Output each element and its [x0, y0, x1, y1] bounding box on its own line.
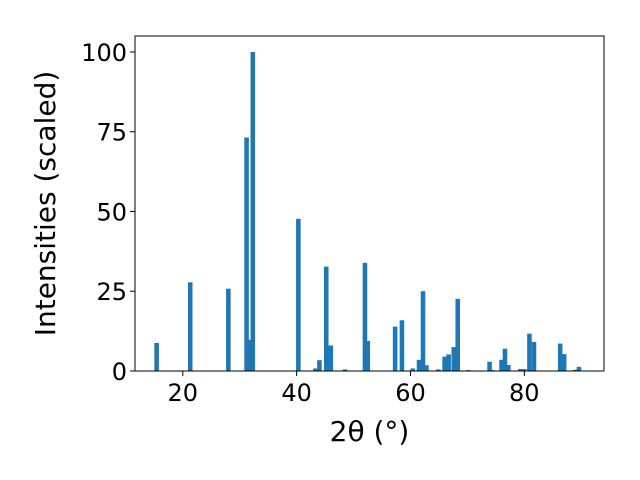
- x-axis-ticks: 20 40 60 80: [168, 371, 540, 407]
- bar: [502, 348, 508, 371]
- y-axis-ticks: 0 25 50 75 100: [81, 39, 135, 386]
- bar: [557, 343, 563, 371]
- bar: [154, 342, 159, 371]
- y-tick-label: 100: [81, 39, 127, 67]
- y-axis-label: Intensities (scaled): [29, 71, 62, 337]
- bar: [296, 218, 301, 371]
- bar: [392, 326, 398, 371]
- bar: [527, 333, 532, 371]
- bar: [518, 369, 523, 371]
- bar: [362, 262, 368, 371]
- x-axis-label: 2θ (°): [330, 415, 410, 448]
- bar: [436, 369, 441, 371]
- bar: [561, 354, 567, 371]
- bar: [323, 266, 329, 371]
- bar: [317, 360, 322, 371]
- bar: [499, 359, 504, 371]
- bar: [576, 366, 582, 371]
- bar: [487, 361, 492, 371]
- y-tick-label: 0: [112, 358, 127, 386]
- bar: [420, 291, 426, 371]
- bar: [416, 359, 422, 371]
- bar: [424, 365, 429, 371]
- bar: [410, 368, 416, 371]
- bar: [522, 369, 527, 371]
- bar: [365, 341, 371, 371]
- bar: [442, 356, 447, 371]
- y-tick-label: 50: [96, 198, 127, 226]
- y-tick-label: 75: [96, 119, 127, 147]
- bar: [328, 345, 334, 371]
- x-tick-label: 60: [395, 379, 426, 407]
- bar: [226, 288, 231, 371]
- bar: [399, 320, 405, 371]
- bar: [451, 347, 457, 371]
- bar: [313, 368, 318, 371]
- bar: [250, 51, 256, 371]
- x-tick-label: 40: [281, 379, 312, 407]
- bar: [531, 341, 537, 371]
- y-tick-label: 25: [96, 278, 127, 306]
- x-tick-label: 20: [168, 379, 199, 407]
- bar-series: [154, 51, 582, 371]
- bar: [506, 364, 511, 371]
- bar: [244, 137, 249, 371]
- bar: [342, 369, 348, 371]
- plot-area-frame: [134, 35, 605, 372]
- bar: [455, 298, 460, 371]
- bar: [187, 282, 193, 371]
- x-tick-label: 80: [509, 379, 540, 407]
- bar: [247, 339, 252, 371]
- bar: [573, 369, 578, 371]
- bar: [446, 354, 451, 371]
